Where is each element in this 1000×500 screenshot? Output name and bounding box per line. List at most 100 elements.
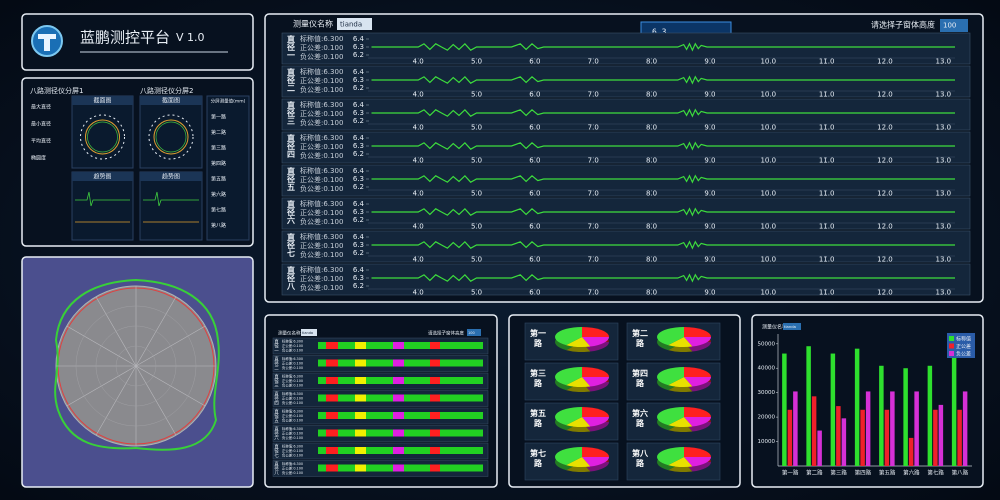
select-value: 100 [468,331,475,335]
trend-line [371,207,955,217]
y-tick-label: 6.2 [353,249,364,257]
pie-slice [684,377,711,387]
mini-block [393,412,404,419]
bar [908,437,914,466]
x-tick-label: 10.0 [760,289,776,297]
mini-upper: 正公差:0.100 [282,343,303,348]
pie-title: 第六路 [632,409,648,428]
strip [281,98,971,131]
x-tick-label: 10.0 [760,256,776,264]
x-tick-label: 10.0 [760,58,776,66]
x-tick-label: 12.0 [877,157,893,165]
strip-nominal: 标称值:6.300 [300,100,343,109]
strip [281,164,971,197]
bar [962,391,968,466]
y-tick-label: 6.3 [353,76,364,84]
x-tick-label: 12.0 [877,58,893,66]
height-select[interactable] [940,19,968,32]
pie-slice [555,407,582,426]
mini-nominal: 标称值:6.300 [282,391,303,396]
trend-box [71,171,134,241]
mini-upper: 正公差:0.100 [282,396,303,401]
x-tick-label: 10.0 [760,157,776,165]
mini-lower: 负公差:0.100 [282,400,303,405]
pie-slice [566,377,591,387]
channel-label: 第四路 [211,160,226,167]
pie-slice [668,377,693,387]
section-title: 截面图 [162,97,180,105]
trend-box [139,171,203,241]
app-title: 蓝鹏测控平台 [80,29,170,47]
bar [793,391,798,466]
stat-label: 平均直径 [31,138,51,145]
section-profile [85,119,120,155]
mini-block [430,377,440,384]
x-tick-label: 8.0 [646,289,657,297]
mini-nominal: 标称值:6.300 [282,461,303,466]
x-tick-label: 9.0 [704,190,715,198]
bar [811,396,817,466]
polar-ring [115,345,157,387]
y-tick-label: 6.4 [353,266,365,274]
legend-swatch [949,336,954,341]
x-tick-label: 13.0 [936,58,952,66]
height-select[interactable] [467,329,481,336]
x-tick-label: 8.0 [646,58,657,66]
x-tick-label: 第八路 [952,469,969,477]
legend-label: 标称值 [956,335,971,342]
section-circle [80,114,125,160]
mini-nominal: 标称值:6.300 [282,444,303,449]
input-value: tianda [784,324,796,329]
pie-slice [657,447,684,466]
strip-name: 直径六 [287,199,296,225]
strip-name: 直径五 [287,166,296,191]
x-tick-label: 第四路 [855,469,872,477]
bar [879,365,884,466]
x-tick-label: 12.0 [877,223,893,231]
strip-upper: 正公差:0.100 [300,208,343,217]
name-input[interactable] [783,323,801,330]
y-tick-label: 6.2 [353,117,364,125]
strip-nominal: 标称值:6.300 [300,232,343,241]
pie-slice [684,367,711,377]
name-input[interactable] [301,329,317,336]
pie-slice [657,407,684,426]
mini-lower: 负公差:0.100 [282,365,303,370]
mini-lower: 负公差:0.100 [282,383,303,388]
pie-slice [555,367,582,386]
mini-block [326,342,338,349]
input-value: tianda [340,21,362,29]
x-tick-label: 8.0 [646,223,657,231]
pie-slice [657,367,684,386]
pie-slice [684,407,711,417]
measure-box [206,95,250,241]
mini-block [430,447,440,454]
pie-title: 第七路 [530,449,546,468]
name-input[interactable] [337,18,372,30]
legend-swatch [949,343,954,349]
strip-lower: 负公差:0.100 [300,283,343,292]
x-tick-label: 13.0 [936,289,952,297]
x-tick-label: 9.0 [704,124,715,132]
strip-name: 直径二 [287,67,296,92]
mini-block [393,342,404,349]
x-tick-label: 8.0 [646,157,657,165]
pie-slice [555,327,582,346]
strip-name: 直径一 [287,34,296,59]
bar [957,409,962,466]
x-tick-label: 5.0 [471,256,482,264]
strip-upper: 正公差:0.100 [300,43,343,52]
x-tick-label: 10.0 [760,223,776,231]
strip-lower: 负公差:0.100 [300,118,343,127]
mini-block [393,377,404,384]
pie-slice [684,327,711,337]
x-tick-label: 第三路 [830,469,847,477]
bar [933,409,938,466]
channel-label: 第七路 [211,207,226,214]
x-tick-label: 5.0 [471,124,482,132]
bar [914,391,919,466]
x-tick-label: 6.0 [529,124,540,132]
mini-strip-name: 直径三 [274,373,279,388]
strip-lower: 负公差:0.100 [300,85,343,94]
